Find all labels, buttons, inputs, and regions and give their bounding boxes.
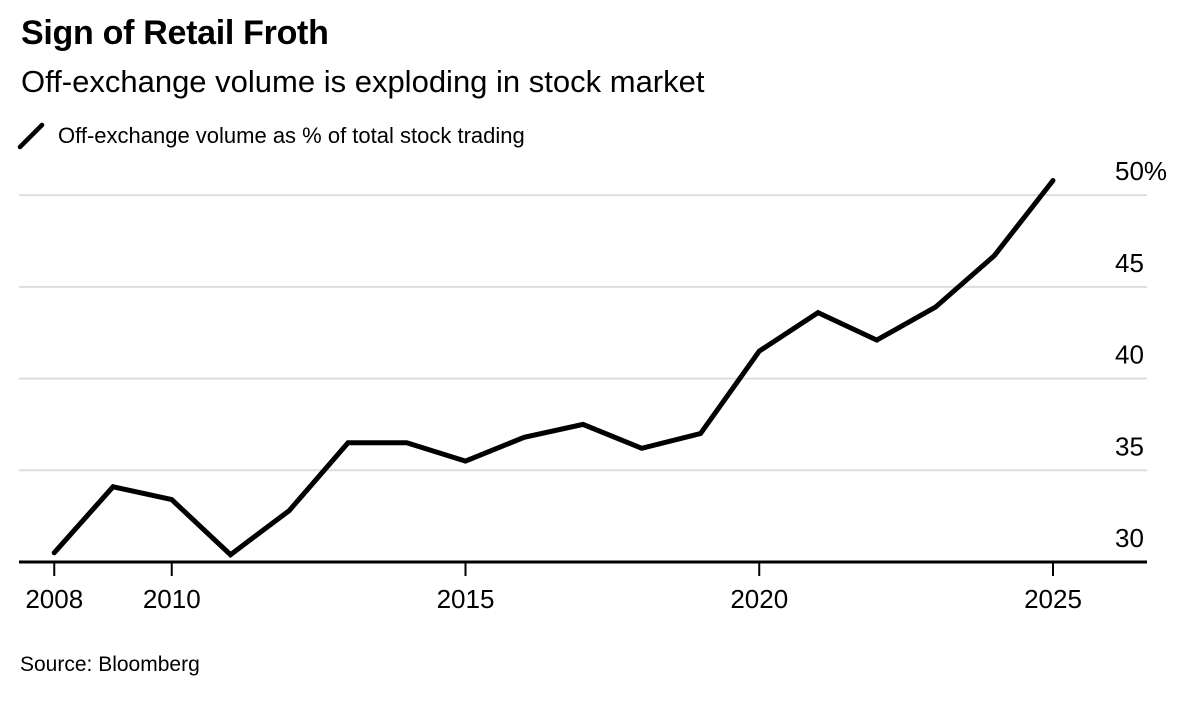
series-line: [51, 178, 1056, 558]
x-tick-label-2015: 2015: [437, 584, 495, 614]
y-tick-label: 45: [1115, 248, 1144, 278]
x-tick-label-2008: 2008: [25, 584, 83, 614]
y-tick-label: 50%: [1115, 156, 1167, 186]
line-slash-icon: [17, 121, 45, 151]
y-tick-label: 30: [1115, 523, 1144, 553]
x-tick-label-2020: 2020: [730, 584, 788, 614]
source-note: Source: Bloomberg: [20, 653, 200, 676]
x-tick-label-2025: 2025: [1024, 584, 1082, 614]
y-tick-label: 40: [1115, 340, 1144, 370]
legend-label: Off-exchange volume as % of total stock …: [58, 123, 525, 148]
y-tick-label: 35: [1115, 431, 1144, 461]
legend: Off-exchange volume as % of total stock …: [17, 121, 525, 151]
x-tick-label-2010: 2010: [143, 584, 201, 614]
chart-subtitle: Off-exchange volume is exploding in stoc…: [21, 64, 705, 99]
chart-title: Sign of Retail Froth: [21, 14, 329, 52]
